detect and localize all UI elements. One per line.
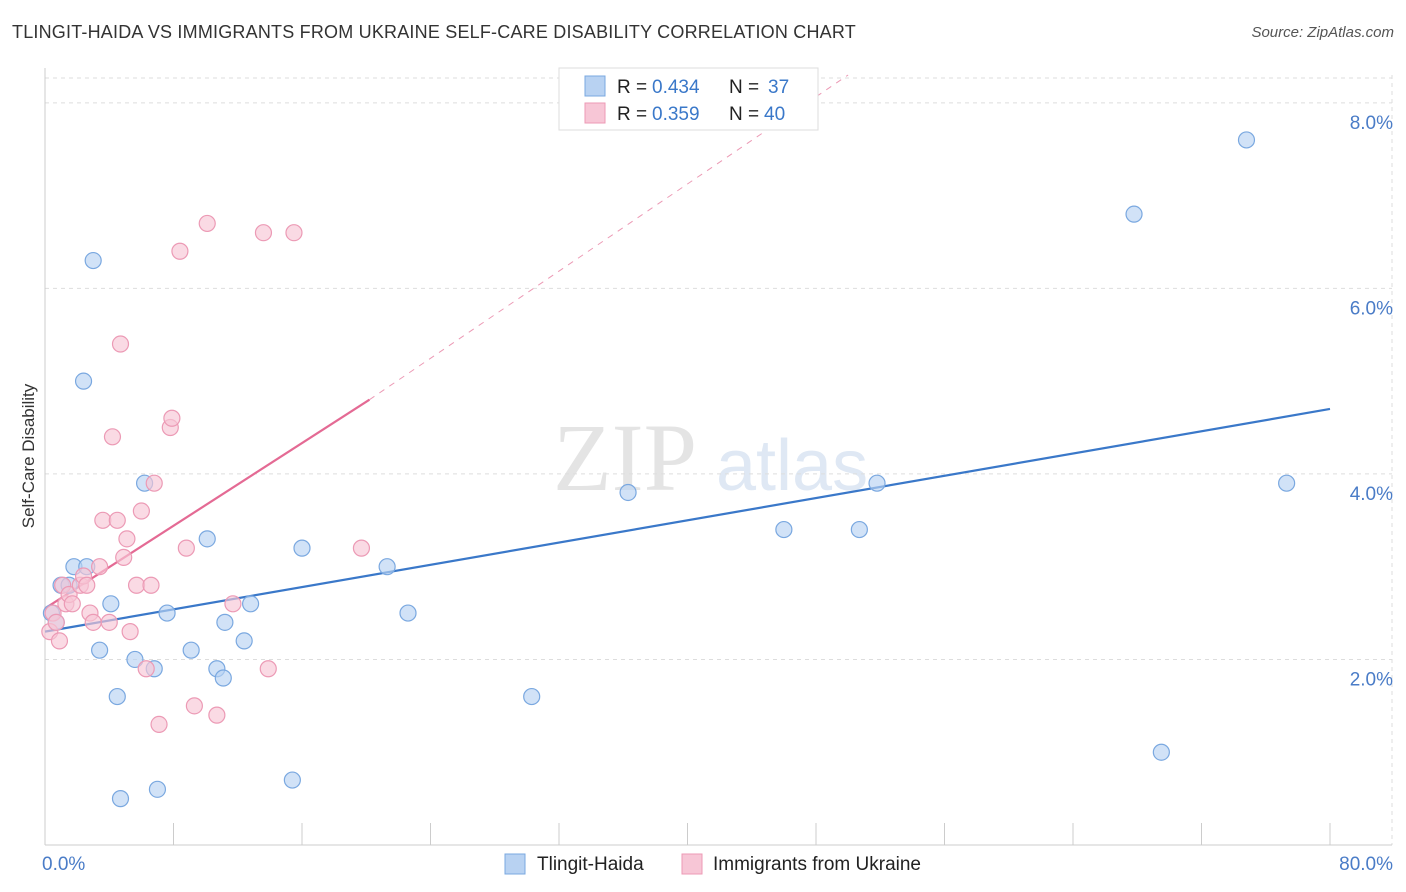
point-ukraine <box>208 706 226 724</box>
series-legend-label-1: Tlingit-Haida <box>537 854 644 875</box>
axes: 2.0% 4.0% 6.0% 8.0% 0.0% 80.0% <box>42 68 1393 875</box>
series-legend-label-2: Immigrants from Ukraine <box>713 854 921 875</box>
point-tlingit-haida <box>84 251 102 270</box>
point-ukraine <box>111 335 130 353</box>
point-ukraine <box>103 428 122 446</box>
point-tlingit-haida <box>868 474 886 492</box>
point-ukraine <box>171 242 189 260</box>
legend-swatch-pink <box>584 102 606 124</box>
point-tlingit-haida <box>74 372 93 390</box>
legend-n-label-2: N = <box>729 104 759 125</box>
y-tick-label: 4.0% <box>1350 484 1393 505</box>
legend-r-value-2: 0.359 <box>652 104 700 125</box>
series-legend-swatch-pink <box>681 853 703 875</box>
point-ukraine <box>185 697 203 715</box>
legend-n-value-1: 37 <box>768 77 789 98</box>
point-ukraine <box>259 660 277 678</box>
legend-n-value-2: 40 <box>764 104 785 125</box>
point-tlingit-haida <box>108 687 126 706</box>
point-tlingit-haida <box>293 539 311 557</box>
y-axis-label: Self-Care Disability <box>19 383 38 528</box>
point-tlingit-haida <box>1152 743 1170 761</box>
point-tlingit-haida <box>775 520 793 539</box>
legend-r-label-2: R = <box>617 104 647 125</box>
legend-n-label-1: N = <box>729 77 759 98</box>
point-ukraine <box>254 224 273 242</box>
point-ukraine <box>352 539 371 557</box>
point-ukraine <box>115 548 133 567</box>
point-ukraine <box>145 474 163 492</box>
y-tick-label: 6.0% <box>1350 298 1393 319</box>
point-ukraine <box>198 214 216 233</box>
point-ukraine <box>118 530 136 548</box>
trend-lines <box>44 74 1331 633</box>
point-ukraine <box>142 576 160 594</box>
point-ukraine <box>47 613 65 631</box>
point-tlingit-haida <box>91 641 109 659</box>
point-ukraine <box>137 660 155 678</box>
point-tlingit-haida <box>850 520 868 539</box>
x-tick-label: 80.0% <box>1339 854 1393 875</box>
point-tlingit-haida <box>242 595 260 613</box>
point-tlingit-haida <box>214 669 232 687</box>
data-points <box>41 131 1296 808</box>
series-legend-swatch-blue <box>504 853 526 875</box>
y-tick-label: 2.0% <box>1350 669 1393 690</box>
point-ukraine <box>100 613 118 631</box>
y-tick-label: 8.0% <box>1350 113 1393 134</box>
point-ukraine <box>132 502 150 520</box>
point-ukraine <box>94 511 112 529</box>
point-ukraine <box>121 623 139 641</box>
series-legend: Tlingit-Haida Immigrants from Ukraine <box>504 853 921 875</box>
correlation-legend: R = 0.434 N = 37 R = 0.359 N = 40 <box>558 67 819 131</box>
point-tlingit-haida <box>523 687 541 706</box>
point-ukraine <box>150 715 168 733</box>
x-tick-label: 0.0% <box>42 854 85 875</box>
point-tlingit-haida <box>399 604 417 622</box>
point-ukraine <box>108 511 126 529</box>
trend-line-ukraine <box>44 398 371 610</box>
chart-title: TLINGIT-HAIDA VS IMMIGRANTS FROM UKRAINE… <box>12 22 856 42</box>
trend-line-tlingit-haida <box>44 407 1331 633</box>
point-tlingit-haida <box>235 632 253 650</box>
source-credit: Source: ZipAtlas.com <box>1251 24 1394 41</box>
point-tlingit-haida <box>198 530 216 548</box>
legend-swatch-blue <box>584 75 606 97</box>
point-ukraine <box>78 576 96 594</box>
point-tlingit-haida <box>158 604 176 622</box>
point-tlingit-haida <box>378 558 396 576</box>
point-tlingit-haida <box>216 613 234 631</box>
point-ukraine <box>84 613 102 631</box>
point-ukraine <box>50 632 69 650</box>
point-ukraine <box>285 224 303 242</box>
legend-r-label-1: R = <box>617 77 647 98</box>
point-tlingit-haida <box>148 780 167 798</box>
point-ukraine <box>127 576 146 594</box>
point-tlingit-haida <box>1278 474 1296 492</box>
point-tlingit-haida <box>1125 205 1143 223</box>
point-ukraine <box>63 595 81 613</box>
point-tlingit-haida <box>283 771 301 789</box>
point-tlingit-haida <box>182 641 200 659</box>
point-tlingit-haida <box>1237 131 1256 149</box>
point-ukraine <box>163 409 181 427</box>
point-ukraine <box>91 558 109 576</box>
point-ukraine <box>177 539 195 557</box>
point-ukraine <box>224 595 242 613</box>
point-tlingit-haida <box>126 650 144 669</box>
point-tlingit-haida <box>102 595 120 613</box>
point-tlingit-haida <box>619 483 637 502</box>
point-tlingit-haida <box>111 790 130 808</box>
legend-r-value-1: 0.434 <box>652 77 700 98</box>
